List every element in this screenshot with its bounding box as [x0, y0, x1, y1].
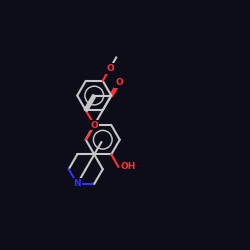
Text: O: O [106, 64, 114, 73]
Text: OH: OH [121, 162, 136, 172]
Text: N: N [74, 180, 81, 188]
Text: O: O [115, 78, 123, 87]
Text: O: O [90, 120, 98, 130]
